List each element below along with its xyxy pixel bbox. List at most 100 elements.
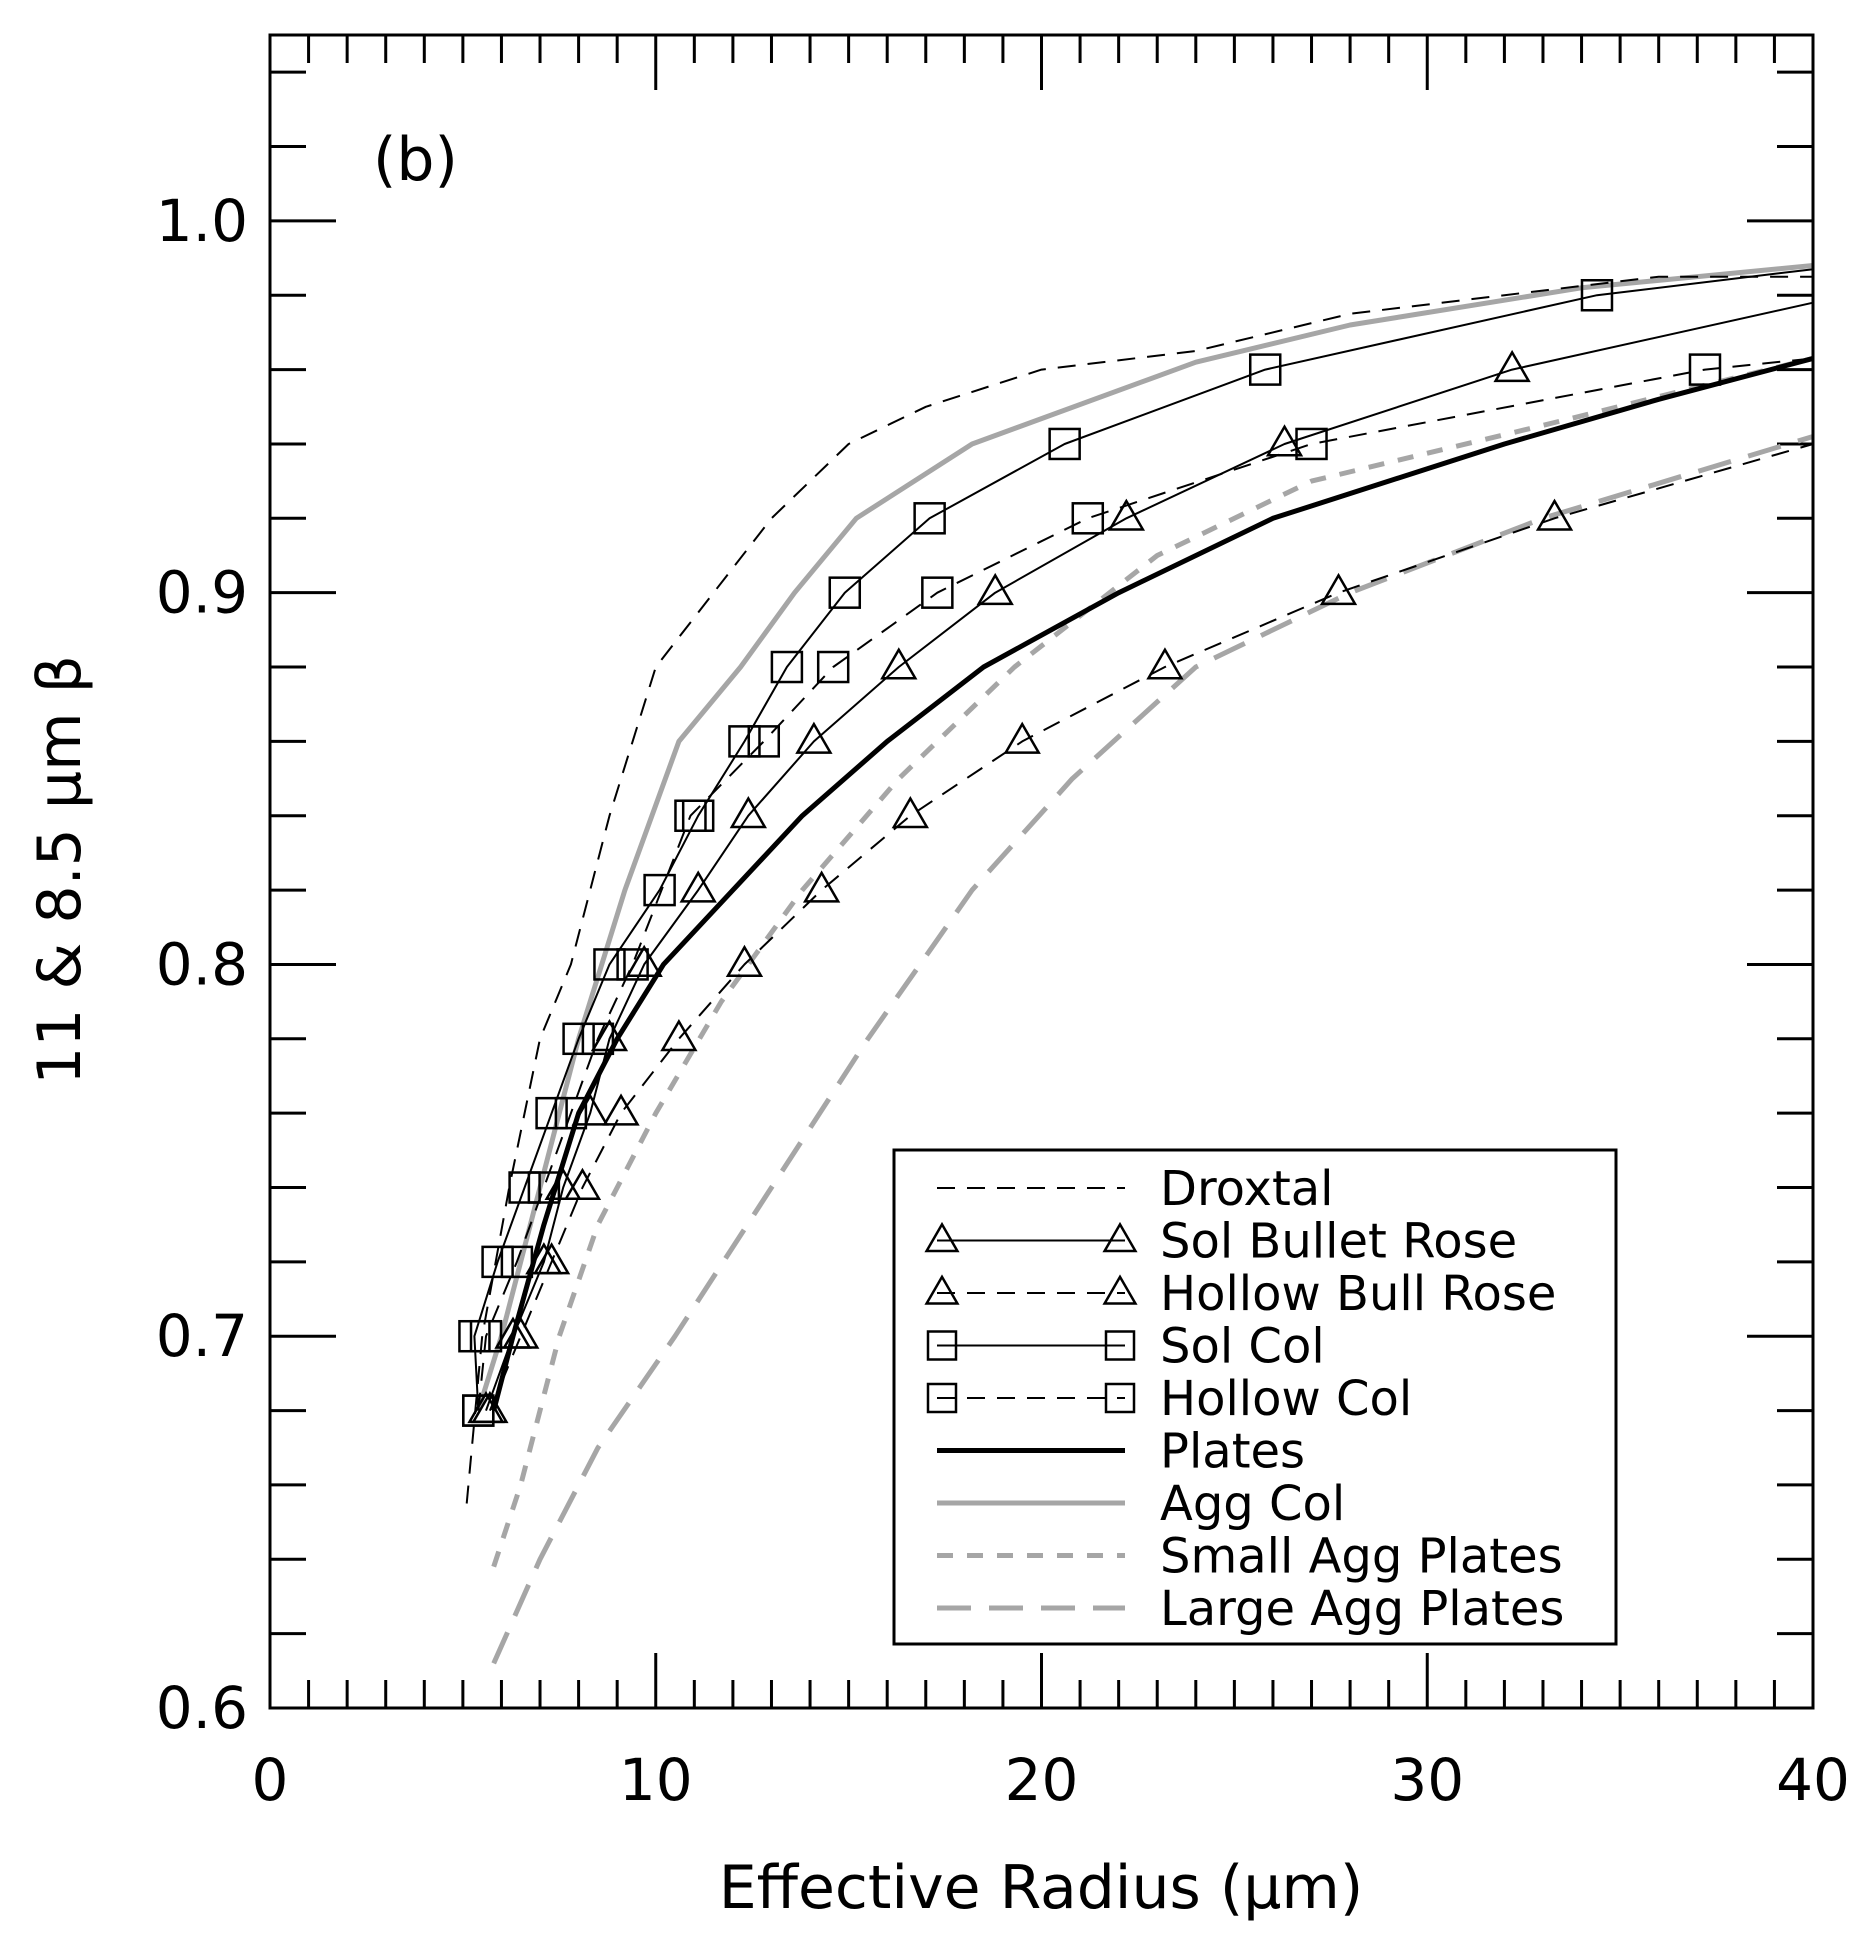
series-6 [475,263,1814,1412]
y-tick-label: 0.6 [156,1674,248,1742]
legend-item: Large Agg Plates [937,1581,1564,1637]
square-marker [1104,1330,1136,1361]
legend-item: Sol Col [926,1319,1325,1375]
square-marker [1104,1382,1136,1414]
panel-label: (b) [373,125,458,195]
triangle-marker [725,944,764,977]
legend-item: Droxtal [937,1161,1334,1217]
legend-label: Sol Bullet Rose [1160,1214,1517,1270]
square-marker [926,1382,958,1414]
square-marker [562,1022,595,1056]
legend-label: Large Agg Plates [1160,1581,1564,1637]
square-marker [554,1096,588,1130]
series-line [465,275,1813,1504]
tick-labels: 0 10 20 30 40 0.6 0.7 0.8 0.9 1.0 [156,187,1850,1814]
triangle-marker [729,795,767,829]
square-marker [462,1394,495,1427]
square-marker [926,1330,958,1361]
legend-label: Droxtal [1160,1161,1334,1217]
y-tick-label: 0.7 [156,1302,248,1370]
square-marker [747,725,781,758]
triangle-marker [802,870,841,903]
triangle-marker [880,647,918,680]
legend-label: Small Agg Plates [1160,1529,1563,1585]
triangle-marker [1107,498,1146,531]
triangle-marker [532,1242,571,1275]
legend-label: Sol Col [1160,1319,1325,1375]
y-tick-label: 1.0 [156,187,248,255]
square-marker [616,948,649,981]
square-marker [674,799,707,832]
series-line [491,355,1814,1412]
series-line [473,268,1814,1411]
series-line [475,263,1814,1412]
square-marker [1580,278,1614,312]
triangle-marker [795,721,833,754]
square-marker [921,576,954,609]
triangle-marker [563,1167,602,1201]
triangle-marker [660,1019,698,1052]
y-tick-label: 0.9 [156,559,248,627]
series-line [477,357,1814,1411]
square-marker [535,1096,568,1130]
square-marker [1248,353,1282,386]
triangle-marker [1102,1221,1138,1253]
series-line [485,301,1814,1411]
legend-label: Agg Col [1160,1476,1345,1532]
square-marker [508,1171,541,1204]
legend-item: Small Agg Plates [937,1529,1563,1585]
legend-item: Hollow Bull Rose [924,1266,1556,1322]
square-marker [1048,427,1081,461]
legend-item: Hollow Col [926,1371,1412,1427]
square-marker [1295,427,1328,461]
y-axis-label: 11 & 8.5 μm β [25,655,95,1085]
triangle-marker [1265,424,1304,457]
triangle-marker [976,572,1014,606]
square-marker [1071,502,1105,535]
square-marker [816,650,850,684]
y-tick-label: 0.8 [156,930,248,998]
square-marker [481,1245,514,1279]
triangle-marker [471,1390,509,1424]
legend-item: Agg Col [937,1476,1345,1532]
square-marker [581,1022,615,1056]
series-line [491,355,1814,1568]
legend-label: Hollow Bull Rose [1160,1266,1556,1322]
square-marker [913,502,946,535]
x-tick-label: 0 [252,1746,289,1814]
triangle-marker [891,795,930,829]
series-line [488,443,1814,1411]
triangle-marker [924,1274,960,1305]
triangle-marker [1003,721,1041,754]
series-7 [491,355,1814,1568]
triangle-marker [1493,349,1531,383]
legend-label: Plates [1160,1424,1305,1480]
series-layer [458,263,1814,1665]
legend-label: Hollow Col [1160,1371,1412,1427]
triangle-marker [1319,572,1358,606]
triangle-marker [602,1093,640,1126]
triangle-marker [924,1221,960,1253]
square-marker [469,1319,503,1353]
x-tick-label: 20 [1005,1746,1079,1814]
series-8 [491,434,1814,1665]
x-axis-label: Effective Radius (μm) [719,1853,1364,1923]
square-marker [828,576,862,609]
square-marker [770,650,804,684]
legend-item: Plates [937,1424,1305,1480]
triangle-marker [679,870,717,903]
plot-frame [268,33,1815,1710]
triangle-marker [1146,647,1184,680]
x-tick-label: 40 [1776,1746,1850,1814]
square-marker [643,873,676,907]
triangle-marker [1535,498,1574,531]
triangle-marker [1102,1274,1138,1305]
x-tick-label: 30 [1390,1746,1464,1814]
series-5 [491,355,1814,1412]
series-2 [471,443,1814,1424]
series-line [491,434,1814,1665]
series-0 [465,275,1813,1504]
